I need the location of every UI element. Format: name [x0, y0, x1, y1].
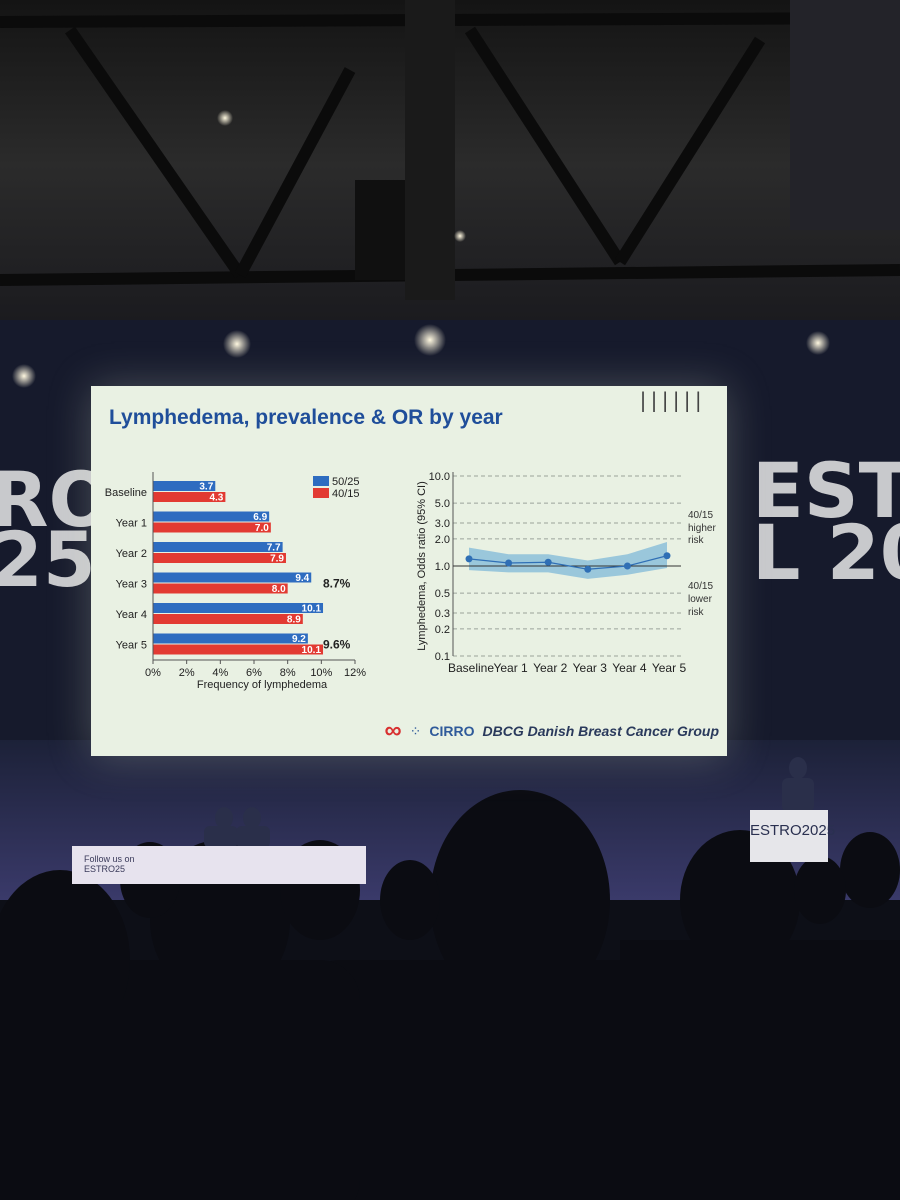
bar-value-label: 9.4 — [295, 573, 309, 584]
or-point — [465, 555, 473, 563]
stripes-decoration: |||||| — [637, 388, 704, 412]
or-x-tick-label: Year 2 — [533, 661, 568, 675]
or-x-tick-label: Year 5 — [652, 661, 687, 675]
desk-sign: Follow us on ESTRO25 — [84, 854, 135, 874]
or-y-tick-label: 0.3 — [435, 608, 450, 620]
bar-x-tick-label: 6% — [246, 667, 262, 679]
bar-x-tick-label: 2% — [179, 667, 195, 679]
bar-x-tick-label: 4% — [212, 667, 228, 679]
or-x-tick-label: Baseline — [448, 661, 494, 675]
or-x-tick-label: Year 4 — [612, 661, 647, 675]
panel-desk: Follow us on ESTRO25 — [72, 846, 366, 884]
podium: ESTRO2025 — [750, 810, 835, 862]
bar — [153, 572, 312, 583]
legend-swatch — [313, 488, 329, 498]
bar-value-label: 4.3 — [209, 493, 223, 504]
legend-swatch — [313, 476, 329, 486]
bar — [153, 511, 270, 522]
bar — [153, 492, 226, 502]
cirro-logo-icon: ⁘ — [409, 722, 422, 739]
bar — [153, 633, 308, 644]
projected-slide: Lymphedema, prevalence & OR by year ||||… — [91, 386, 727, 756]
bar — [153, 644, 324, 655]
bar-x-tick-label: 0% — [145, 667, 161, 679]
bar — [153, 583, 288, 594]
bar-value-label: 10.1 — [302, 645, 322, 656]
banner-right-line-1: EST — [752, 446, 900, 535]
desk-sign-line-2: ESTRO25 — [84, 864, 126, 874]
or-risk-annotation: risk — [688, 535, 705, 546]
or-risk-annotation: 40/15 — [688, 581, 713, 592]
or-confidence-band — [469, 541, 667, 579]
or-y-tick-label: 5.0 — [435, 498, 450, 510]
bar-category-label: Year 5 — [116, 640, 147, 652]
bar-value-label: 8.9 — [287, 615, 301, 626]
bar-category-label: Year 3 — [116, 579, 147, 591]
or-point — [505, 559, 513, 567]
infinity-logo-icon: ∞ — [384, 717, 402, 744]
bar-category-label: Baseline — [105, 487, 147, 499]
desk-sign-line-1: Follow us on — [84, 854, 135, 864]
bar — [153, 542, 283, 552]
bar-x-tick-label: 10% — [310, 667, 332, 679]
or-y-tick-label: 0.2 — [435, 624, 450, 636]
banner-left-line-2: 25 — [0, 515, 96, 604]
bar-category-label: Year 1 — [116, 518, 147, 530]
or-y-tick-label: 10.0 — [429, 471, 450, 483]
bar-x-tick-label: 12% — [344, 667, 366, 679]
cirro-label: CIRRO — [429, 723, 475, 739]
bar-value-label: 3.7 — [199, 482, 213, 493]
bar-annotation: 9.6% — [323, 638, 351, 652]
or-y-tick-label: 3.0 — [435, 518, 450, 530]
bar-value-label: 7.0 — [255, 523, 269, 534]
legend-label: 50/25 — [332, 476, 360, 488]
or-point — [623, 562, 631, 570]
bar-value-label: 7.9 — [270, 554, 284, 565]
bar-value-label: 6.9 — [253, 512, 267, 523]
or-y-tick-label: 0.1 — [435, 651, 450, 663]
or-point — [663, 552, 671, 560]
banner-right-line-2: L 20 — [752, 508, 900, 597]
or-line — [468, 555, 668, 570]
or-point — [544, 558, 552, 566]
estro-banner-right: EST L 20 — [752, 446, 900, 597]
bar-x-tick-label: 8% — [280, 667, 296, 679]
bar — [153, 481, 216, 491]
bar — [153, 603, 324, 613]
or-x-tick-label: Year 3 — [573, 661, 608, 675]
or-x-tick-label: Year 1 — [493, 661, 528, 675]
legend-label: 40/15 — [332, 488, 360, 500]
bar-annotation: 8.7% — [323, 577, 351, 591]
bar-value-label: 9.2 — [292, 634, 306, 645]
bar-value-label: 8.0 — [272, 584, 286, 595]
slide-footer: ∞ ⁘ CIRRO DBCG Danish Breast Cancer Grou… — [384, 717, 720, 744]
or-risk-annotation: lower — [688, 594, 713, 605]
bar — [153, 553, 286, 563]
or-y-tick-label: 0.5 — [435, 588, 450, 600]
or-risk-annotation: higher — [688, 523, 716, 534]
bar-value-label: 10.1 — [302, 604, 322, 615]
bar-category-label: Year 4 — [116, 609, 147, 621]
bar — [153, 522, 271, 533]
or-risk-annotation: risk — [688, 607, 705, 618]
bar-x-axis-label: Frequency of lymphedema — [197, 679, 328, 691]
slide-charts: Baseline 3.74.3 Year 1 6.97.0 Year 2 7.77.9 Ye… — [105, 471, 717, 691]
or-risk-annotation: 40/15 — [688, 510, 713, 521]
or-point — [584, 565, 592, 573]
bar-value-label: 7.7 — [267, 543, 281, 554]
or-y-tick-label: 2.0 — [435, 534, 450, 546]
bar — [153, 614, 303, 624]
or-y-tick-label: 1.0 — [435, 561, 450, 573]
dbcg-label: DBCG Danish Breast Cancer Group — [482, 723, 720, 739]
slide-title: Lymphedema, prevalence & OR by year — [109, 406, 503, 429]
or-y-axis-label: Lymphedema, Odds ratio (95% CI) — [416, 481, 428, 651]
bar-category-label: Year 2 — [116, 548, 147, 560]
